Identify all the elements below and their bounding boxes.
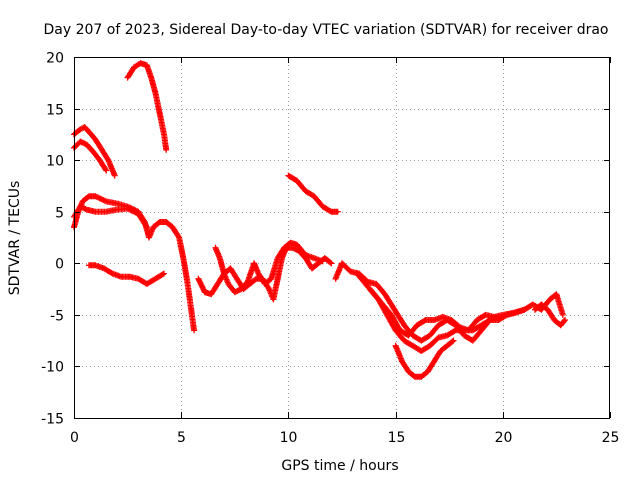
data-point-marker [102,166,109,173]
data-point-marker [111,172,118,179]
data-point-marker [82,206,89,212]
data-point-marker [319,258,326,265]
data-point-marker [327,259,334,266]
data-point-marker [191,327,198,334]
series-arc-14 [532,301,568,329]
data-point-marker [451,328,458,335]
data-point-marker [159,271,166,278]
chart-title: Day 207 of 2023, Sidereal Day-to-day VTE… [43,22,608,38]
y-tick-label: 20 [46,51,64,67]
data-point-marker [449,338,456,345]
data-points [71,60,568,380]
series-arc-8 [212,239,326,296]
y-tick-label: 15 [46,103,64,119]
data-point-marker [143,224,150,231]
series-arc-1 [71,124,118,179]
x-tick-label: 0 [70,430,79,446]
data-point-marker [163,146,170,153]
series-arc-12 [366,286,502,354]
data-point-marker [161,270,167,277]
y-tick-label: 5 [55,206,64,222]
axis-ticks: 0 5 10 15 20 25 -15 -10 -5 0 5 10 15 20 [41,51,619,447]
grid-lines [74,57,610,418]
data-point-marker [521,306,528,313]
data-point-marker [495,313,502,320]
y-axis-title: SDTVAR / TECUs [7,181,23,296]
series-arc-13 [392,337,457,380]
series-arc-9 [285,172,341,215]
series-arc-7 [195,244,335,303]
data-point-marker [328,260,335,267]
data-point-marker [127,206,134,213]
data-point-marker [100,197,107,204]
data-point-marker [559,311,566,318]
x-axis-title: GPS time / hours [281,458,398,474]
y-tick-label: -10 [41,360,64,376]
series-arc-2 [71,138,110,174]
x-tick-label: 10 [280,430,298,446]
x-tick-label: 15 [388,430,406,446]
data-point-marker [124,205,131,212]
y-tick-label: 0 [55,257,64,273]
x-tick-label: 25 [602,430,620,446]
series-arc-5 [71,203,150,231]
data-point-marker [562,317,568,323]
series-arc-3 [124,60,170,153]
plot-frame [74,57,610,419]
data-point-marker [450,337,457,344]
data-point-marker [334,208,341,215]
data-point-marker [199,283,206,290]
data-point-marker [561,318,568,324]
data-point-marker [175,233,182,240]
series-arc-6 [86,262,167,287]
data-point-marker [97,195,104,202]
y-tick-label: 10 [46,154,64,170]
data-point-marker [485,317,492,324]
y-tick-label: -15 [41,412,64,428]
data-point-marker [131,208,138,215]
x-tick-label: 20 [495,430,513,446]
x-tick-label: 5 [177,430,186,446]
y-tick-label: -5 [50,309,64,325]
data-point-marker [103,167,110,174]
